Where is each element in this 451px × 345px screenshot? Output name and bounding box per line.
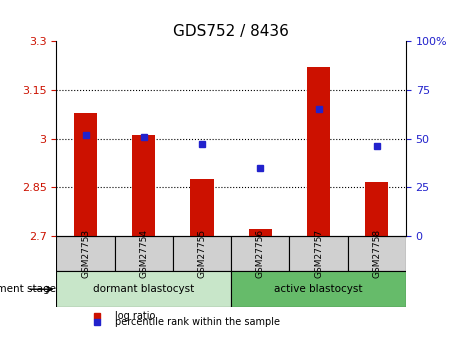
Text: development stage: development stage bbox=[0, 284, 56, 294]
Bar bbox=[307, 67, 330, 236]
Text: active blastocyst: active blastocyst bbox=[274, 284, 363, 294]
FancyBboxPatch shape bbox=[231, 272, 406, 307]
FancyBboxPatch shape bbox=[56, 272, 231, 307]
Text: GSM27753: GSM27753 bbox=[81, 229, 90, 278]
FancyBboxPatch shape bbox=[290, 236, 348, 272]
Bar bbox=[365, 182, 388, 236]
FancyBboxPatch shape bbox=[231, 236, 290, 272]
FancyBboxPatch shape bbox=[173, 236, 231, 272]
Text: percentile rank within the sample: percentile rank within the sample bbox=[115, 317, 280, 327]
Text: dormant blastocyst: dormant blastocyst bbox=[93, 284, 194, 294]
Title: GDS752 / 8436: GDS752 / 8436 bbox=[173, 24, 289, 39]
Text: GSM27758: GSM27758 bbox=[372, 229, 381, 278]
FancyBboxPatch shape bbox=[56, 236, 115, 272]
Bar bbox=[132, 135, 156, 236]
FancyBboxPatch shape bbox=[115, 236, 173, 272]
Text: log ratio: log ratio bbox=[115, 311, 155, 321]
Bar bbox=[249, 229, 272, 236]
Text: GSM27755: GSM27755 bbox=[198, 229, 207, 278]
FancyBboxPatch shape bbox=[348, 236, 406, 272]
Text: GSM27754: GSM27754 bbox=[139, 229, 148, 278]
Text: GSM27756: GSM27756 bbox=[256, 229, 265, 278]
Text: GSM27757: GSM27757 bbox=[314, 229, 323, 278]
Bar bbox=[74, 113, 97, 236]
Bar bbox=[190, 179, 214, 236]
